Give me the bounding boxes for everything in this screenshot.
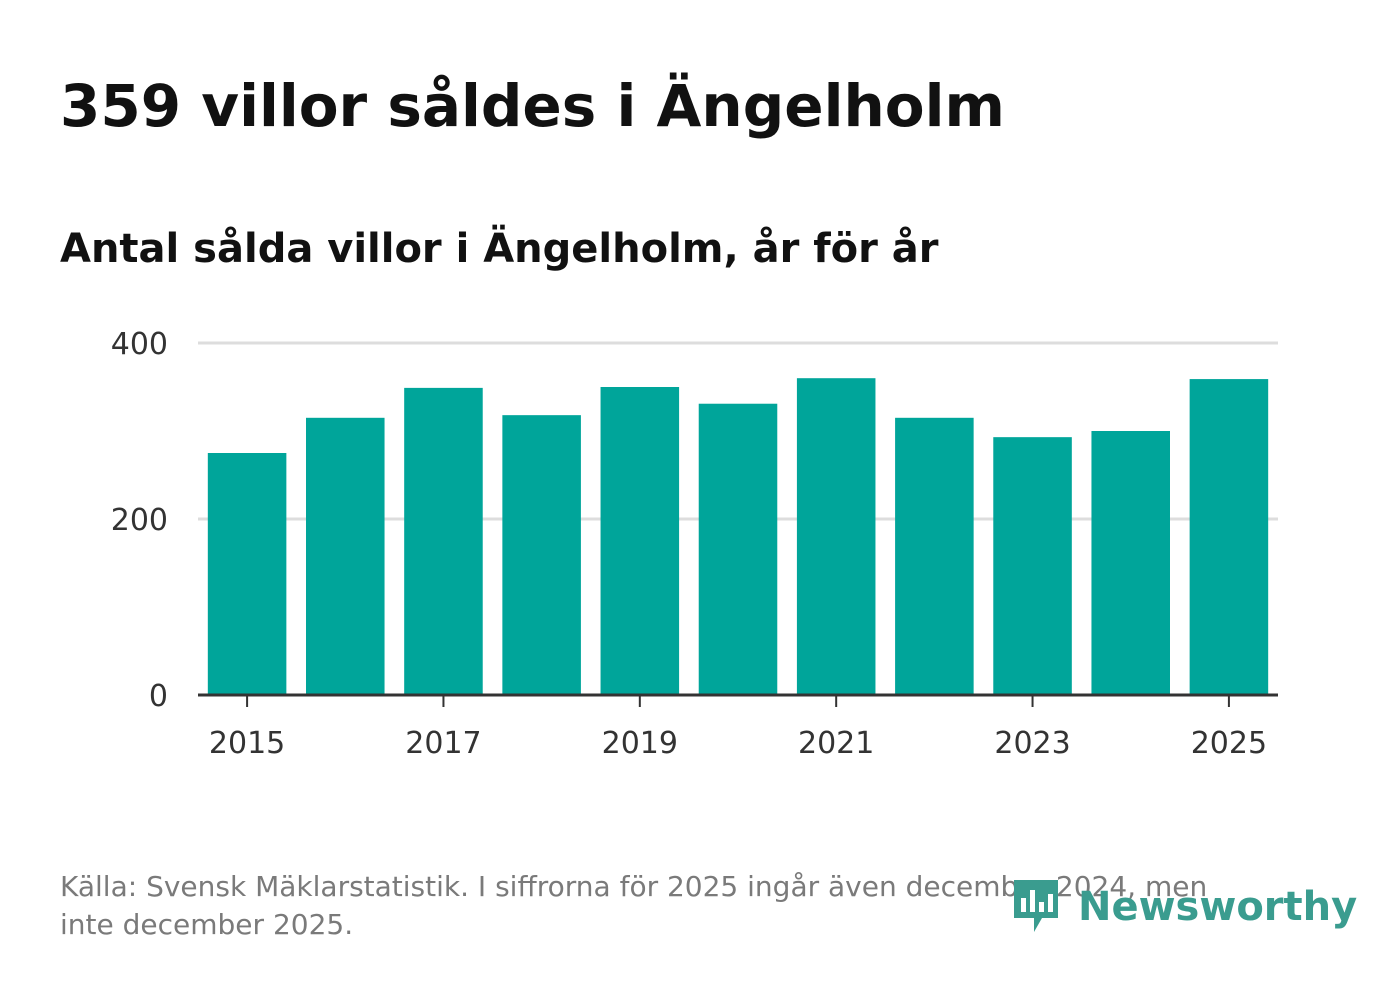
bar-2017 — [404, 387, 483, 695]
x-tick-label-2019: 2019 — [602, 726, 678, 761]
bar-chart: 0 200 400 2015 2017 2019 2021 2023 2025 — [111, 327, 1278, 761]
bar-2022 — [895, 417, 974, 695]
bar-2018 — [502, 415, 581, 695]
x-tick-label-2025: 2025 — [1191, 726, 1267, 761]
y-tick-label-400: 400 — [111, 327, 168, 362]
bar-2023 — [993, 437, 1072, 695]
x-tick-label-2015: 2015 — [209, 726, 285, 761]
bar-2016 — [306, 417, 385, 695]
bar-2024 — [1091, 431, 1170, 695]
x-tick-label-2017: 2017 — [405, 726, 481, 761]
newsworthy-logo: Newsworthy — [1010, 876, 1357, 938]
x-tick-label-2023: 2023 — [994, 726, 1070, 761]
logo-text: Newsworthy — [1078, 884, 1358, 930]
bar-2021 — [796, 378, 876, 695]
bar-2020 — [698, 403, 778, 695]
chart-subtitle: Antal sålda villor i Ängelholm, år för å… — [60, 226, 939, 272]
y-tick-label-200: 200 — [111, 503, 168, 538]
chart-title: 359 villor såldes i Ängelholm — [60, 72, 1005, 140]
bar-2019 — [600, 387, 680, 695]
bar-2015 — [207, 453, 287, 695]
newsworthy-logo-icon — [1014, 880, 1058, 932]
x-tick-label-2021: 2021 — [798, 726, 874, 761]
y-tick-label-0: 0 — [149, 679, 168, 714]
bar-2025 — [1189, 379, 1269, 695]
